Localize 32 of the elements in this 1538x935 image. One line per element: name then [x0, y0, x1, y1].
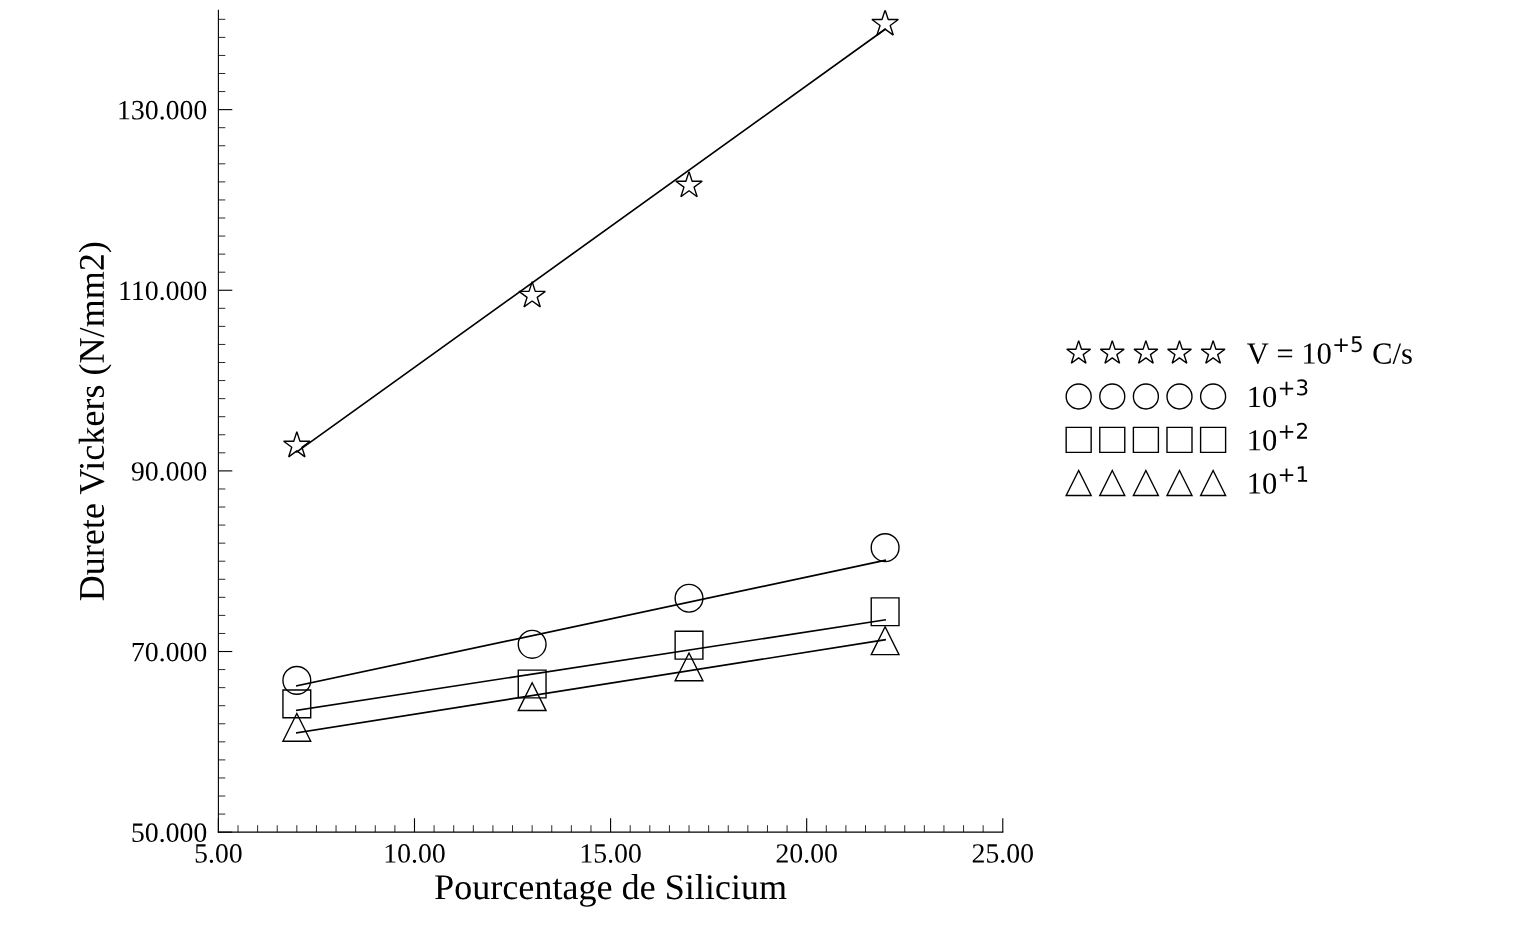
- legend-label: 10$^{+3}$: [1249, 379, 1308, 408]
- point: [517, 669, 547, 699]
- x-tick-label: 20.00: [776, 844, 837, 863]
- y-tick-label: 70.000: [132, 642, 207, 662]
- point: [517, 682, 547, 712]
- legend-label: V = 10$^{+5}$ C/s: [1247, 336, 1412, 365]
- legend-label: 10$^{+2}$: [1249, 422, 1307, 451]
- x-tick-label: 15.00: [581, 844, 641, 863]
- point: [282, 712, 312, 742]
- point: [870, 597, 900, 627]
- point: [870, 533, 900, 563]
- x-tick-label: 25.00: [972, 844, 1033, 863]
- point: [674, 652, 704, 682]
- x-tick-label: 10.00: [385, 844, 445, 863]
- y-tick-label: 110.000: [120, 281, 207, 301]
- point: [870, 626, 900, 656]
- point: [675, 170, 703, 198]
- point: [282, 665, 312, 696]
- point: [674, 583, 704, 613]
- point: [517, 629, 547, 659]
- x-axis-title: Pourcentage de Silicium: [435, 874, 787, 907]
- point: [518, 281, 547, 308]
- y-tick-label: 130.000: [119, 100, 207, 120]
- y-tick-label: 50.000: [132, 823, 207, 843]
- legend-label: 10$^{+1}$: [1249, 466, 1308, 494]
- point: [871, 10, 900, 36]
- point: [282, 689, 312, 719]
- point: [282, 431, 311, 458]
- y-axis-title: Durete Vickers (N/mm2): [78, 242, 112, 601]
- y-tick-label: 90.000: [131, 462, 207, 481]
- x-tick-label: 5.00: [195, 844, 242, 863]
- point: [674, 630, 704, 660]
